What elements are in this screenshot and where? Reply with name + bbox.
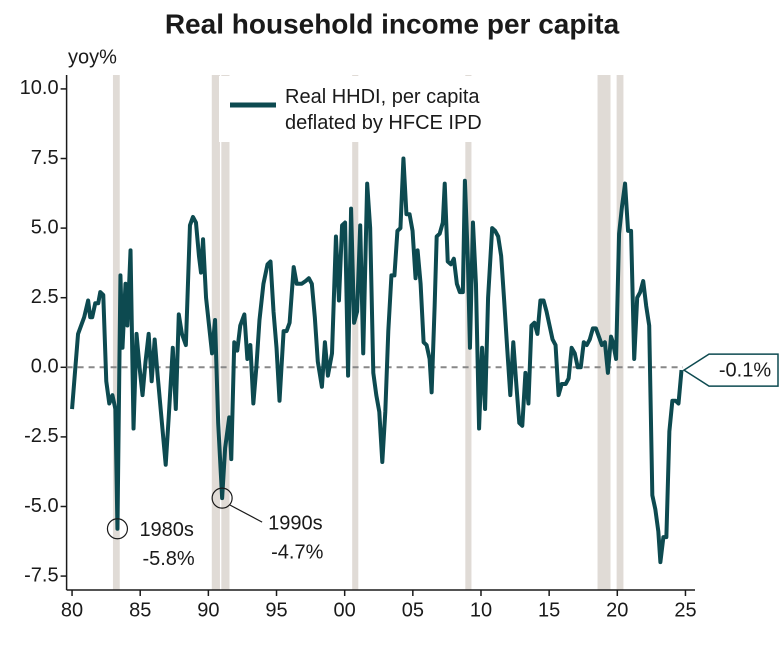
recession-band bbox=[616, 75, 624, 590]
y-axis-label: yoy% bbox=[68, 46, 117, 68]
recession-band bbox=[352, 75, 359, 590]
annotation-text: 1980s bbox=[139, 519, 194, 541]
x-tick-label: 10 bbox=[470, 599, 492, 621]
recession-band bbox=[597, 75, 611, 590]
x-tick-label: 25 bbox=[674, 599, 696, 621]
x-tick-label: 15 bbox=[538, 599, 560, 621]
legend-box bbox=[219, 76, 533, 142]
annotation-circle bbox=[211, 487, 233, 509]
recession-band bbox=[221, 75, 230, 590]
y-tick-label: 10.0 bbox=[20, 77, 59, 99]
chart-title: Real household income per capita bbox=[165, 8, 620, 39]
y-tick-label: -5.0 bbox=[24, 495, 58, 517]
annotation-text: -4.7% bbox=[271, 541, 323, 563]
legend-label: Real HHDI, per capita deflated by HFCE I… bbox=[285, 86, 482, 134]
y-tick-label: 5.0 bbox=[31, 216, 59, 238]
y-tick-label: -7.5 bbox=[24, 564, 58, 586]
x-tick-label: 80 bbox=[61, 599, 83, 621]
x-tick-label: 95 bbox=[265, 599, 287, 621]
annotation-text: 1990s bbox=[268, 512, 323, 534]
value-callout-label: -0.1% bbox=[719, 359, 771, 381]
y-tick-label: 7.5 bbox=[31, 147, 59, 169]
y-tick-label: 0.0 bbox=[31, 356, 59, 378]
x-tick-label: 20 bbox=[606, 599, 628, 621]
y-tick-label: -2.5 bbox=[24, 425, 58, 447]
annotation-circle bbox=[106, 518, 129, 540]
annotation-text: -5.8% bbox=[142, 548, 194, 570]
x-tick-label: 90 bbox=[197, 599, 219, 621]
value-callout bbox=[682, 353, 779, 387]
recession-band bbox=[112, 75, 120, 590]
data-line bbox=[70, 156, 684, 565]
x-tick-label: 85 bbox=[129, 599, 151, 621]
x-tick-label: 05 bbox=[402, 599, 424, 621]
x-tick-label: 00 bbox=[334, 599, 356, 621]
y-tick-label: 2.5 bbox=[31, 286, 59, 308]
annotation-leader bbox=[229, 504, 263, 523]
